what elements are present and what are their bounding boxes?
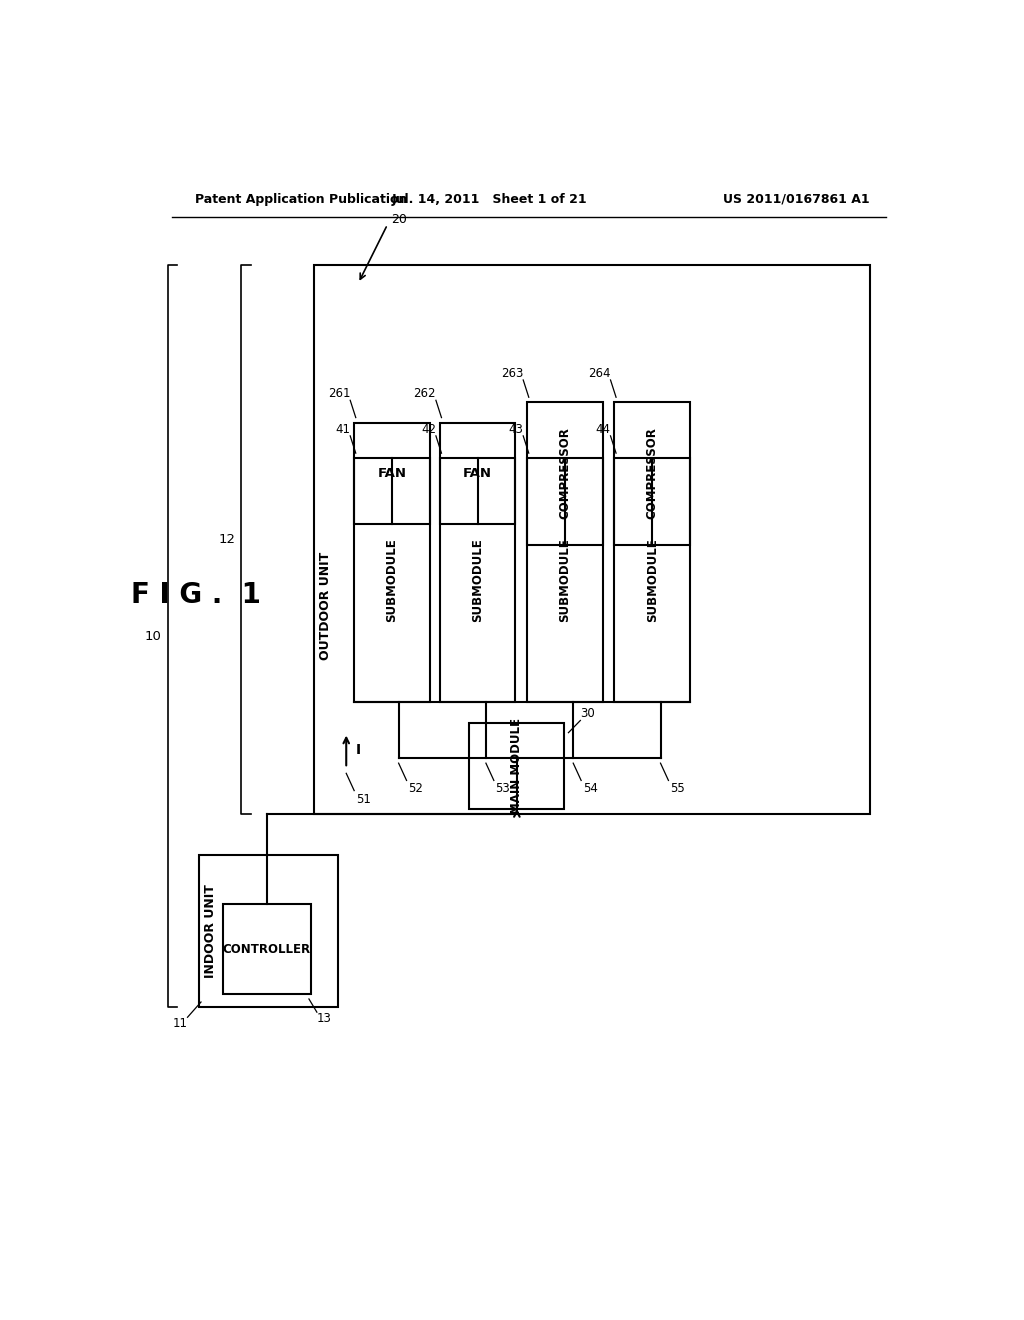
Bar bbox=[200, 854, 338, 1007]
Bar bbox=[440, 422, 515, 524]
Text: FAN: FAN bbox=[463, 467, 493, 480]
Text: COMPRESSOR: COMPRESSOR bbox=[558, 428, 571, 520]
Bar bbox=[440, 458, 515, 702]
Bar bbox=[223, 904, 310, 994]
Text: Patent Application Publication: Patent Application Publication bbox=[196, 193, 408, 206]
Text: CONTROLLER: CONTROLLER bbox=[223, 942, 311, 956]
Text: 30: 30 bbox=[581, 708, 595, 721]
Text: 52: 52 bbox=[409, 783, 423, 796]
Bar bbox=[527, 403, 602, 545]
Text: SUBMODULE: SUBMODULE bbox=[646, 539, 658, 622]
Text: 53: 53 bbox=[496, 783, 510, 796]
Text: SUBMODULE: SUBMODULE bbox=[558, 539, 571, 622]
Text: Jul. 14, 2011   Sheet 1 of 21: Jul. 14, 2011 Sheet 1 of 21 bbox=[391, 193, 587, 206]
Bar bbox=[354, 458, 430, 702]
Text: 12: 12 bbox=[218, 533, 236, 546]
Text: I: I bbox=[355, 743, 360, 758]
Bar bbox=[469, 722, 564, 809]
Text: 42: 42 bbox=[421, 422, 436, 436]
Text: 11: 11 bbox=[172, 1018, 187, 1030]
Text: OUTDOOR UNIT: OUTDOOR UNIT bbox=[319, 552, 332, 660]
Text: 43: 43 bbox=[508, 422, 523, 436]
Bar bbox=[614, 403, 690, 545]
Text: SUBMODULE: SUBMODULE bbox=[471, 539, 484, 622]
Bar bbox=[614, 458, 690, 702]
Text: 51: 51 bbox=[355, 792, 371, 805]
Bar bbox=[527, 458, 602, 702]
Text: SUBMODULE: SUBMODULE bbox=[385, 539, 398, 622]
Text: FAN: FAN bbox=[378, 467, 407, 480]
Text: 261: 261 bbox=[328, 387, 350, 400]
Text: 41: 41 bbox=[335, 422, 350, 436]
Text: US 2011/0167861 A1: US 2011/0167861 A1 bbox=[723, 193, 870, 206]
Text: 44: 44 bbox=[596, 422, 610, 436]
Text: 13: 13 bbox=[316, 1012, 332, 1026]
Bar bbox=[354, 422, 430, 524]
Text: 264: 264 bbox=[588, 367, 610, 380]
Bar bbox=[314, 265, 870, 814]
Text: 20: 20 bbox=[391, 213, 408, 226]
Text: 263: 263 bbox=[501, 367, 523, 380]
Text: 54: 54 bbox=[583, 783, 598, 796]
Text: 10: 10 bbox=[144, 630, 162, 643]
Text: 55: 55 bbox=[670, 783, 685, 796]
Text: 262: 262 bbox=[414, 387, 436, 400]
Text: INDOOR UNIT: INDOOR UNIT bbox=[204, 884, 217, 978]
Text: F I G .  1: F I G . 1 bbox=[130, 581, 260, 610]
Text: COMPRESSOR: COMPRESSOR bbox=[646, 428, 658, 520]
Text: MAIN MODULE: MAIN MODULE bbox=[510, 718, 523, 813]
